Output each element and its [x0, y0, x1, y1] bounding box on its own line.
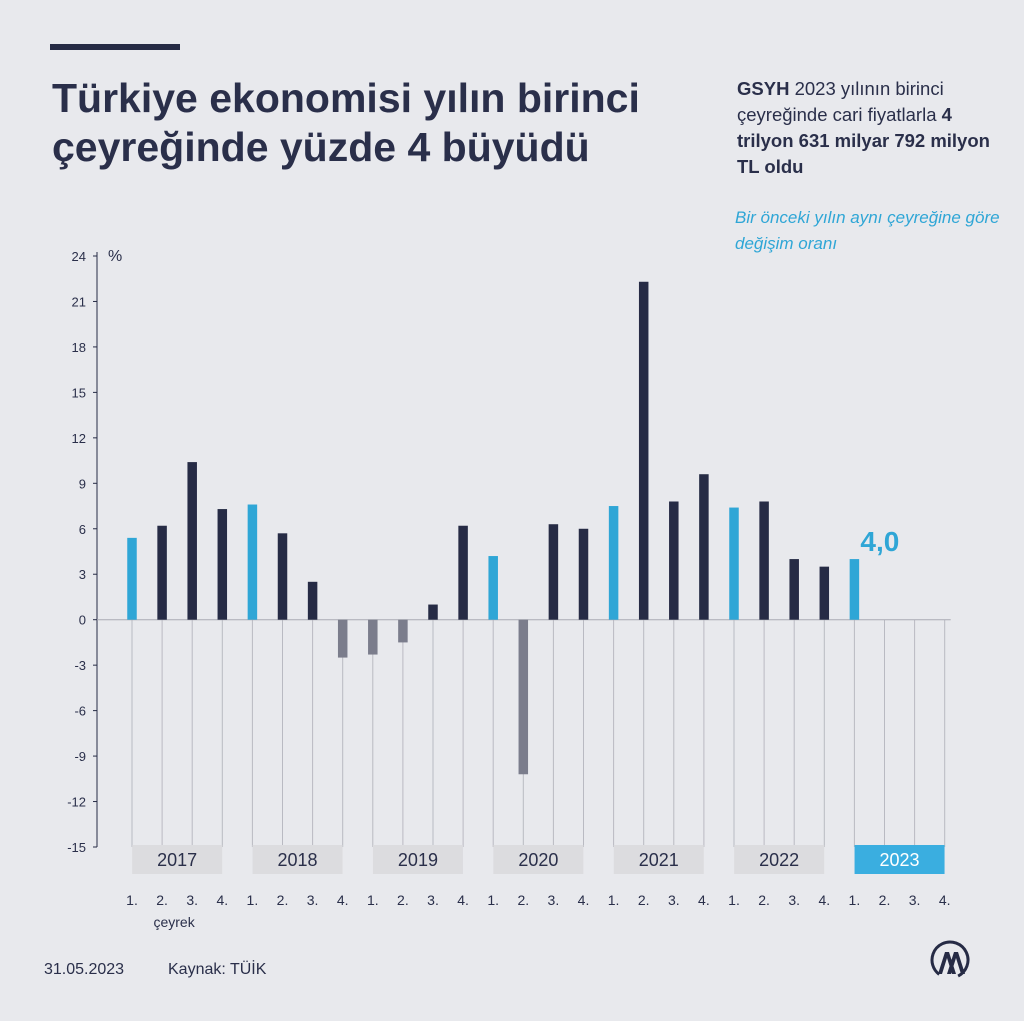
bar: [458, 525, 468, 620]
y-tick-label: 15: [72, 385, 86, 400]
year-label: 2018: [278, 850, 318, 870]
y-tick-label: -15: [67, 840, 86, 855]
quarter-label: 4.: [457, 892, 469, 908]
bar: [548, 524, 559, 620]
bar: [368, 619, 378, 655]
bar: [608, 506, 619, 620]
bar: [398, 619, 408, 643]
year-band: [493, 845, 584, 874]
quarter-label: 1.: [126, 892, 138, 908]
quarter-label: 3.: [788, 892, 800, 908]
bar: [307, 581, 318, 620]
year-band: [613, 845, 704, 874]
bar: [488, 556, 498, 620]
year-band: [252, 845, 343, 874]
bar: [428, 604, 438, 620]
year-band: [132, 845, 223, 874]
bar: [699, 474, 709, 620]
bar: [277, 533, 288, 620]
quarter-label: 3.: [427, 892, 439, 908]
bar: [789, 559, 799, 620]
gdp-info: GSYH 2023 yılının birinci çeyreğinde car…: [737, 76, 1007, 180]
quarter-label: 1.: [608, 892, 620, 908]
bar: [247, 504, 258, 620]
bar: [518, 619, 529, 775]
page-title: Türkiye ekonomisi yılın birinci çeyreğin…: [52, 75, 640, 170]
bar: [759, 501, 769, 620]
publish-date: 31.05.2023: [44, 961, 125, 978]
quarter-label: 2.: [879, 892, 891, 908]
quarter-label: 4.: [698, 892, 710, 908]
source-label: Kaynak: TÜİK: [168, 961, 267, 978]
highlight-value-label: 4,0: [860, 526, 899, 557]
quarter-label: 2.: [277, 892, 289, 908]
year-band: [734, 845, 825, 874]
gdp-info-value: 4 trilyon 631 milyar 792 milyon TL oldu: [737, 104, 990, 177]
year-band: [372, 845, 463, 874]
y-tick-label: -9: [74, 749, 86, 764]
y-axis-unit: %: [108, 248, 122, 265]
bar: [669, 501, 679, 620]
chart-note: Bir önceki yılın aynı çeyreğine göre değ…: [735, 208, 1000, 253]
quarter-label: 1.: [728, 892, 740, 908]
year-label: 2023: [880, 850, 920, 870]
quarter-caption: çeyrek: [153, 914, 195, 930]
year-label: 2017: [157, 850, 197, 870]
quarter-label: 3.: [668, 892, 680, 908]
y-tick-label: 18: [72, 340, 86, 355]
y-tick-label: 3: [79, 567, 86, 582]
bar: [849, 559, 860, 620]
quarter-label: 4.: [818, 892, 830, 908]
bar: [127, 537, 137, 620]
bar: [337, 619, 348, 658]
bar: [187, 462, 197, 620]
bar: [729, 507, 739, 620]
quarter-label: 4.: [337, 892, 349, 908]
quarter-label: 2.: [397, 892, 409, 908]
quarter-label: 3.: [186, 892, 198, 908]
quarter-label: 1.: [247, 892, 259, 908]
quarter-label: 3.: [307, 892, 319, 908]
y-tick-label: 24: [72, 249, 86, 264]
year-label: 2021: [639, 850, 679, 870]
quarter-label: 3.: [909, 892, 921, 908]
y-tick-label: -3: [74, 658, 86, 673]
quarter-label: 2.: [758, 892, 770, 908]
year-label: 2020: [518, 850, 558, 870]
quarter-label: 1.: [367, 892, 379, 908]
bar: [157, 525, 167, 620]
quarter-label: 4.: [216, 892, 228, 908]
quarter-label: 2.: [517, 892, 529, 908]
quarter-label: 4.: [939, 892, 951, 908]
year-band: [854, 845, 945, 874]
bar: [217, 509, 228, 620]
bar: [638, 281, 649, 620]
y-tick-label: 9: [79, 476, 86, 491]
y-tick-label: 6: [79, 522, 86, 537]
y-tick-label: 12: [72, 431, 86, 446]
y-tick-label: 21: [72, 294, 86, 309]
gdp-info-text: 2023 yılının birinci çeyreğinde cari fiy…: [737, 78, 944, 125]
quarter-label: 2.: [638, 892, 650, 908]
top-rule: [50, 44, 180, 50]
quarter-label: 1.: [849, 892, 861, 908]
quarter-label: 3.: [548, 892, 560, 908]
gdp-info-bold: GSYH: [737, 78, 790, 99]
bar: [819, 566, 830, 620]
aa-logo-icon: [930, 940, 970, 980]
quarter-label: 2.: [156, 892, 168, 908]
y-tick-label: -12: [67, 795, 86, 810]
bar: [578, 528, 589, 620]
quarter-label: 1.: [487, 892, 499, 908]
quarter-label: 4.: [578, 892, 590, 908]
year-label: 2019: [398, 850, 438, 870]
y-tick-label: 0: [79, 613, 86, 628]
y-tick-label: -6: [74, 704, 86, 719]
year-label: 2022: [759, 850, 799, 870]
